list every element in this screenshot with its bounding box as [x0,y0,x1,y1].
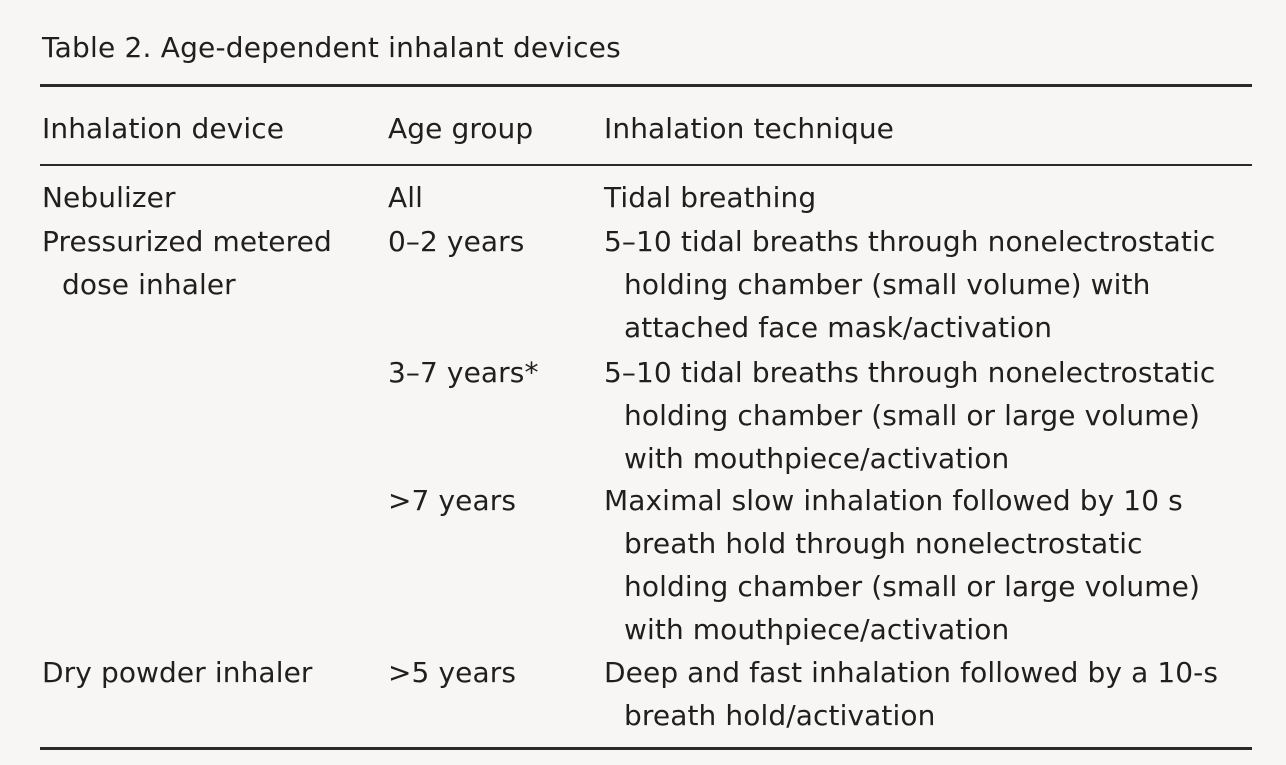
technique-line: breath hold through nonelectrostatic [624,527,1143,560]
device-line: dose inhaler [62,268,236,301]
technique-line: holding chamber (small volume) with [624,268,1151,301]
device-line: Dry powder inhaler [42,656,313,689]
technique-line: Deep and fast inhalation followed by a 1… [604,656,1219,689]
technique-line: holding chamber (small or large volume) [624,570,1200,603]
age-cell: >5 years [388,656,517,689]
technique-line: breath hold/activation [624,699,936,732]
technique-line: 5–10 tidal breaths through nonelectrosta… [604,225,1216,258]
technique-cell: 5–10 tidal breaths through nonelectrosta… [604,220,1215,349]
age-cell: >7 years [388,484,517,517]
device-line: Pressurized metered [42,225,332,258]
age-cell: 0–2 years [388,225,525,258]
technique-line: 5–10 tidal breaths through nonelectrosta… [604,356,1216,389]
table-caption: Table 2. Age-dependent inhalant devices [42,31,621,64]
top-rule [40,84,1252,87]
technique-line: holding chamber (small or large volume) [624,399,1200,432]
technique-line: with mouthpiece/activation [624,613,1010,646]
device-cell: Dry powder inhaler [42,651,313,694]
age-cell: All [388,181,424,214]
technique-cell: Deep and fast inhalation followed by a 1… [604,651,1218,737]
technique-line: Tidal breathing [604,181,817,214]
device-cell: Nebulizer [42,176,176,219]
header-age-group: Age group [388,112,534,145]
technique-cell: Maximal slow inhalation followed by 10 s… [604,479,1200,651]
header-rule [40,164,1252,166]
technique-cell: 5–10 tidal breaths through nonelectrosta… [604,351,1215,480]
header-inhalation-technique: Inhalation technique [604,112,894,145]
bottom-rule [40,747,1252,750]
device-cell: Pressurized metered dose inhaler [42,220,332,306]
header-inhalation-device: Inhalation device [42,112,285,145]
age-cell: 3–7 years* [388,356,539,389]
technique-line: Maximal slow inhalation followed by 10 s [604,484,1183,517]
device-line: Nebulizer [42,181,176,214]
technique-line: attached face mask/activation [624,311,1053,344]
technique-cell: Tidal breathing [604,176,816,219]
technique-line: with mouthpiece/activation [624,442,1010,475]
